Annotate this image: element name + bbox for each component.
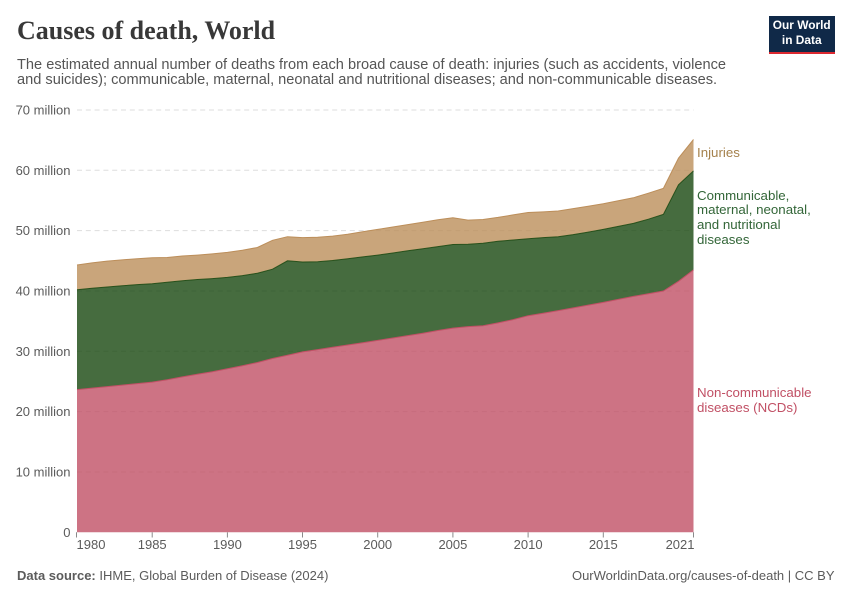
svg-text:1990: 1990 (213, 537, 242, 552)
svg-text:60 million: 60 million (16, 163, 71, 178)
svg-text:10 million: 10 million (16, 465, 71, 480)
svg-text:2005: 2005 (438, 537, 467, 552)
svg-text:0: 0 (63, 525, 70, 540)
svg-text:1980: 1980 (77, 537, 106, 552)
svg-text:1995: 1995 (288, 537, 317, 552)
svg-text:30 million: 30 million (16, 344, 71, 359)
svg-text:40 million: 40 million (16, 284, 71, 299)
svg-text:2015: 2015 (589, 537, 618, 552)
svg-text:2000: 2000 (363, 537, 392, 552)
svg-text:2021: 2021 (666, 537, 695, 552)
svg-text:50 million: 50 million (16, 223, 71, 238)
svg-text:1985: 1985 (138, 537, 167, 552)
svg-text:70 million: 70 million (16, 103, 71, 118)
svg-text:2010: 2010 (514, 537, 543, 552)
svg-text:20 million: 20 million (16, 404, 71, 419)
